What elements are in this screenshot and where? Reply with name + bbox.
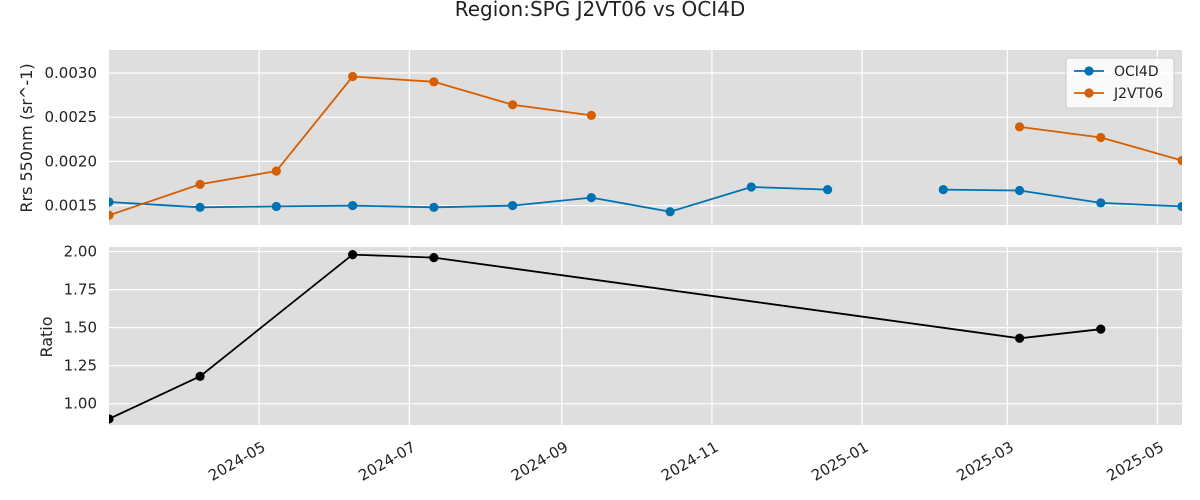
data-point-ratio (195, 371, 205, 381)
series-line-ratio (109, 253, 1101, 420)
bottom-y-tick-label: 1.50 (64, 319, 97, 337)
x-tick-label: 2025-05 (1104, 438, 1167, 485)
data-point-j2vt06 (195, 179, 205, 189)
bottom-y-tick-label: 1.25 (64, 357, 97, 375)
data-point-j2vt06 (348, 71, 358, 82)
x-tick-label: 2024-11 (658, 438, 721, 485)
legend-label: OCI4D (1114, 64, 1159, 80)
top-y-tick-label: 0.0030 (45, 64, 98, 82)
data-point-oci4d (665, 207, 675, 217)
series-line-oci4d (943, 188, 1182, 208)
series-line-oci4d (109, 186, 828, 213)
data-point-oci4d (1014, 185, 1025, 196)
data-point-oci4d (823, 185, 833, 195)
data-point-j2vt06 (586, 110, 596, 121)
x-tick-label: 2025-03 (953, 438, 1016, 485)
bottom-y-tick-label: 1.75 (64, 281, 97, 299)
data-point-ratio (429, 253, 439, 263)
data-point-j2vt06 (508, 100, 518, 110)
data-point-oci4d (109, 197, 114, 207)
data-point-j2vt06 (109, 210, 114, 220)
bottom-panel: 1.00 1.25 1.50 1.75 2.00 2024-05 2024-07 2024-0… (64, 243, 1182, 485)
data-point-oci4d (746, 182, 756, 192)
top-y-tick-label: 0.0025 (45, 108, 98, 126)
legend-swatch-marker (1084, 88, 1094, 98)
legend: OCI4D J2VT06 (1065, 57, 1175, 109)
x-tick-label: 2024-07 (355, 438, 418, 485)
bottom-plot-area (109, 250, 1106, 424)
data-point-ratio (348, 250, 358, 260)
bottom-y-tick-label: 2.00 (64, 243, 97, 261)
data-point-oci4d (586, 193, 596, 203)
data-point-oci4d (1096, 198, 1106, 208)
top-plot-background (109, 50, 1182, 225)
x-tick-label: 2024-05 (205, 438, 268, 485)
legend-swatch-marker (1084, 66, 1094, 76)
top-y-tick-label: 0.0020 (45, 152, 98, 170)
data-point-oci4d (1177, 201, 1182, 212)
chart-title: Region:SPG J2VT06 vs OCI4D (455, 0, 746, 21)
data-point-j2vt06 (1096, 132, 1106, 143)
bottom-y-tick-label: 1.00 (64, 395, 97, 413)
data-point-oci4d (195, 202, 205, 212)
top-panel: 0.0015 0.0020 0.0025 0.0030 OCI4D J2VT06 (45, 50, 1182, 225)
data-point-ratio (1096, 324, 1106, 334)
data-point-oci4d (271, 201, 281, 212)
top-y-tick-label: 0.0015 (45, 197, 98, 215)
x-tick-label: 2025-01 (808, 438, 871, 485)
data-point-j2vt06 (271, 166, 281, 176)
data-point-oci4d (508, 200, 518, 211)
data-point-j2vt06 (429, 77, 439, 87)
data-point-oci4d (938, 185, 948, 195)
bottom-y-axis-title: Ratio (37, 316, 56, 357)
legend-label: J2VT06 (1113, 86, 1163, 102)
top-plot-area (109, 71, 1182, 220)
data-point-ratio (1014, 333, 1025, 343)
top-y-axis-title: Rrs 550nm (sr^-1) (17, 63, 36, 212)
x-tick-label: 2024-09 (508, 438, 571, 485)
data-point-j2vt06 (1014, 122, 1025, 132)
data-point-j2vt06 (1177, 155, 1182, 166)
data-point-oci4d (429, 202, 439, 212)
data-point-ratio (109, 414, 114, 424)
data-point-oci4d (348, 200, 358, 211)
